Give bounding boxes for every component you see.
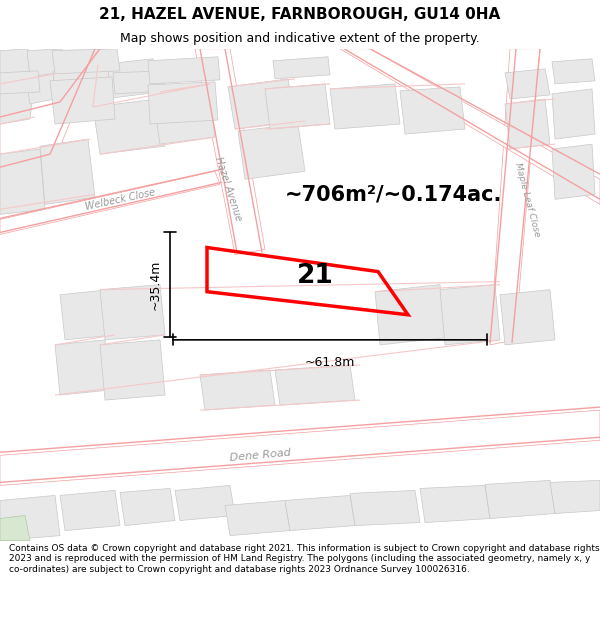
Polygon shape	[500, 289, 555, 345]
Polygon shape	[148, 82, 218, 124]
Polygon shape	[100, 284, 165, 340]
Polygon shape	[420, 486, 490, 522]
Polygon shape	[195, 49, 265, 254]
Polygon shape	[175, 486, 235, 521]
Polygon shape	[60, 289, 115, 340]
Polygon shape	[375, 284, 445, 345]
Polygon shape	[60, 491, 120, 531]
Text: 21, HAZEL AVENUE, FARNBOROUGH, GU14 0HA: 21, HAZEL AVENUE, FARNBOROUGH, GU14 0HA	[100, 7, 500, 22]
Polygon shape	[27, 49, 65, 77]
Polygon shape	[113, 71, 165, 94]
Polygon shape	[0, 149, 45, 214]
Polygon shape	[40, 139, 95, 204]
Polygon shape	[350, 491, 420, 526]
Polygon shape	[0, 171, 220, 234]
Polygon shape	[148, 57, 220, 84]
Text: Welbeck Close: Welbeck Close	[84, 187, 156, 212]
Polygon shape	[340, 49, 600, 204]
Polygon shape	[0, 496, 60, 541]
Polygon shape	[100, 340, 165, 400]
Polygon shape	[552, 144, 595, 199]
Polygon shape	[552, 89, 595, 139]
Polygon shape	[98, 59, 160, 99]
Polygon shape	[238, 124, 305, 179]
Polygon shape	[55, 340, 110, 395]
Polygon shape	[0, 49, 100, 169]
Polygon shape	[0, 71, 40, 94]
Polygon shape	[225, 501, 290, 536]
Polygon shape	[50, 77, 115, 124]
Polygon shape	[0, 49, 30, 84]
Polygon shape	[53, 69, 110, 94]
Polygon shape	[93, 99, 165, 154]
Text: ~35.4m: ~35.4m	[149, 259, 162, 310]
Text: Maple Leaf Close: Maple Leaf Close	[513, 161, 541, 238]
Polygon shape	[440, 284, 500, 345]
Polygon shape	[400, 87, 465, 134]
Text: Contains OS data © Crown copyright and database right 2021. This information is : Contains OS data © Crown copyright and d…	[9, 544, 599, 574]
Polygon shape	[265, 84, 330, 129]
Polygon shape	[50, 49, 110, 84]
Polygon shape	[330, 84, 400, 129]
Polygon shape	[550, 481, 600, 514]
Polygon shape	[0, 410, 600, 486]
Polygon shape	[228, 79, 295, 129]
Polygon shape	[505, 99, 550, 149]
Text: ~706m²/~0.174ac.: ~706m²/~0.174ac.	[285, 184, 502, 204]
Polygon shape	[490, 49, 540, 345]
Polygon shape	[285, 496, 355, 531]
Polygon shape	[485, 481, 555, 519]
Text: Map shows position and indicative extent of the property.: Map shows position and indicative extent…	[120, 31, 480, 44]
Text: ~61.8m: ~61.8m	[305, 356, 355, 369]
Polygon shape	[505, 69, 550, 99]
Polygon shape	[120, 488, 175, 526]
Text: 21: 21	[296, 263, 334, 289]
Polygon shape	[552, 59, 595, 84]
Polygon shape	[200, 370, 275, 410]
Polygon shape	[152, 84, 215, 144]
Polygon shape	[275, 365, 355, 405]
Polygon shape	[0, 516, 30, 541]
Text: Hazel Avenue: Hazel Avenue	[213, 156, 243, 222]
Polygon shape	[273, 57, 330, 79]
Polygon shape	[25, 64, 80, 104]
Polygon shape	[52, 49, 120, 74]
Polygon shape	[0, 79, 35, 124]
Text: Dene Road: Dene Road	[229, 448, 291, 463]
